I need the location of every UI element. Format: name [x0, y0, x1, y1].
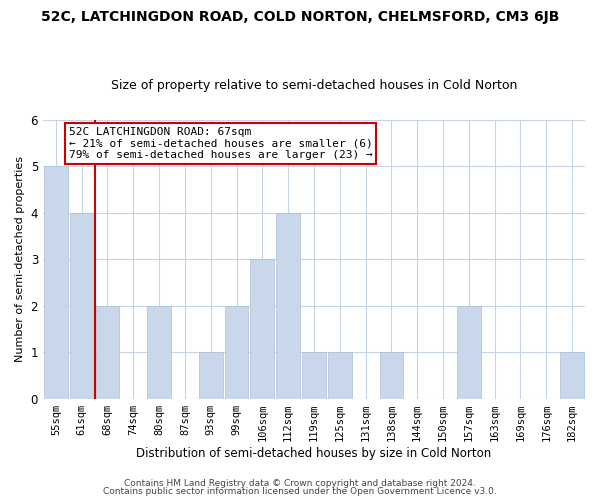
Text: Contains public sector information licensed under the Open Government Licence v3: Contains public sector information licen…: [103, 487, 497, 496]
Bar: [199, 352, 223, 399]
Bar: [44, 166, 68, 399]
Bar: [250, 260, 274, 399]
Text: 52C, LATCHINGDON ROAD, COLD NORTON, CHELMSFORD, CM3 6JB: 52C, LATCHINGDON ROAD, COLD NORTON, CHEL…: [41, 10, 559, 24]
Bar: [302, 352, 326, 399]
Y-axis label: Number of semi-detached properties: Number of semi-detached properties: [15, 156, 25, 362]
Bar: [95, 306, 119, 399]
Bar: [560, 352, 584, 399]
Bar: [380, 352, 403, 399]
Title: Size of property relative to semi-detached houses in Cold Norton: Size of property relative to semi-detach…: [111, 79, 517, 92]
Bar: [457, 306, 481, 399]
Text: 52C LATCHINGDON ROAD: 67sqm
← 21% of semi-detached houses are smaller (6)
79% of: 52C LATCHINGDON ROAD: 67sqm ← 21% of sem…: [69, 126, 373, 160]
Bar: [276, 212, 300, 399]
Bar: [328, 352, 352, 399]
Bar: [224, 306, 248, 399]
X-axis label: Distribution of semi-detached houses by size in Cold Norton: Distribution of semi-detached houses by …: [136, 447, 491, 460]
Bar: [70, 212, 94, 399]
Bar: [147, 306, 171, 399]
Text: Contains HM Land Registry data © Crown copyright and database right 2024.: Contains HM Land Registry data © Crown c…: [124, 478, 476, 488]
